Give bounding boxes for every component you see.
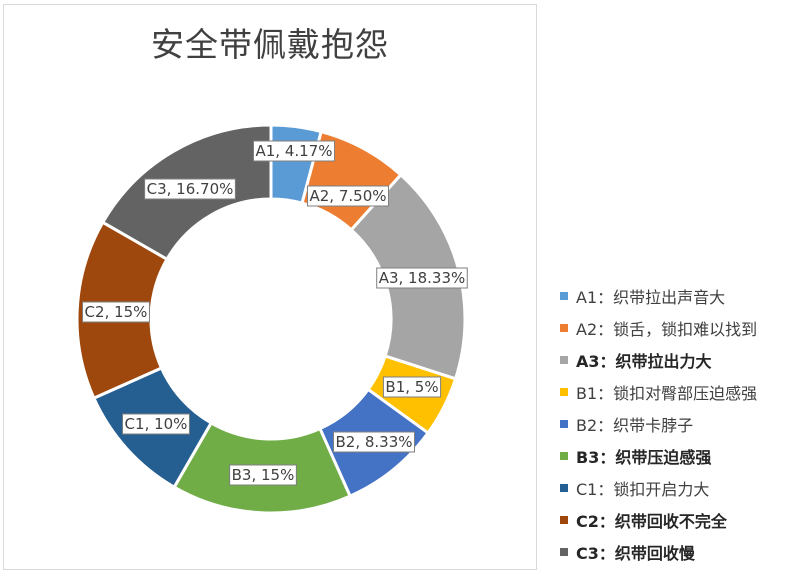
legend-label: A3：织带拉出力大 <box>576 352 712 371</box>
legend-swatch <box>560 420 568 428</box>
legend-label: C1：锁扣开启力大 <box>576 480 710 499</box>
legend-item-c2: C2：织带回收不完全 <box>560 508 727 532</box>
svg-text:C2, 15%: C2, 15% <box>85 303 148 321</box>
svg-text:C3, 16.70%: C3, 16.70% <box>147 180 234 198</box>
legend-item-a2: A2：锁舌，锁扣难以找到 <box>560 316 757 340</box>
legend-swatch <box>560 356 568 364</box>
legend-item-b3: B3：织带压迫感强 <box>560 444 711 468</box>
donut-chart: A1, 4.17% A2, 7.50% A3, 18.33% B1, 5% B2, 8.… <box>75 123 468 515</box>
svg-text:B1, 5%: B1, 5% <box>385 378 438 396</box>
data-label-c3: C3, 16.70% <box>144 178 236 200</box>
legend-swatch <box>560 516 568 524</box>
legend-label: C3：织带回收慢 <box>576 544 695 563</box>
legend-item-b1: B1：锁扣对臀部压迫感强 <box>560 380 757 404</box>
data-label-b3: B3, 15% <box>229 464 297 486</box>
legend-swatch <box>560 452 568 460</box>
legend-item-a1: A1：织带拉出声音大 <box>560 284 725 308</box>
legend-label: B2：织带卡脖子 <box>576 416 694 435</box>
legend-item-a3: A3：织带拉出力大 <box>560 348 712 372</box>
legend-item-c1: C1：锁扣开启力大 <box>560 476 709 500</box>
data-label-c2: C2, 15% <box>82 301 150 323</box>
legend-swatch <box>560 548 568 556</box>
svg-text:A2, 7.50%: A2, 7.50% <box>310 187 387 205</box>
legend-swatch <box>560 388 568 396</box>
chart-title: 安全带佩戴抱怨 <box>151 25 389 64</box>
legend-label: A2：锁舌，锁扣难以找到 <box>576 320 758 339</box>
legend-item-b2: B2：织带卡脖子 <box>560 412 693 436</box>
data-label-b2: B2, 8.33% <box>332 431 416 453</box>
legend-item-c3: C3：织带回收慢 <box>560 540 695 564</box>
legend-swatch <box>560 484 568 492</box>
data-label-a3: A3, 18.33% <box>376 267 468 289</box>
svg-text:A3, 18.33%: A3, 18.33% <box>379 269 466 287</box>
legend-swatch <box>560 292 568 300</box>
svg-text:B3, 15%: B3, 15% <box>232 466 295 484</box>
data-label-a2: A2, 7.50% <box>307 185 389 207</box>
svg-text:A1, 4.17%: A1, 4.17% <box>256 142 333 160</box>
data-label-b1: B1, 5% <box>382 376 442 398</box>
legend-label: B3：织带压迫感强 <box>576 448 712 467</box>
legend-label: B1：锁扣对臀部压迫感强 <box>576 384 758 403</box>
data-label-a1: A1, 4.17% <box>253 140 335 162</box>
legend-label: A1：织带拉出声音大 <box>576 288 726 307</box>
legend-label: C2：织带回收不完全 <box>576 512 727 531</box>
legend-swatch <box>560 324 568 332</box>
svg-text:C1, 10%: C1, 10% <box>125 415 188 433</box>
svg-text:B2, 8.33%: B2, 8.33% <box>335 433 412 451</box>
data-label-c1: C1, 10% <box>122 413 190 435</box>
